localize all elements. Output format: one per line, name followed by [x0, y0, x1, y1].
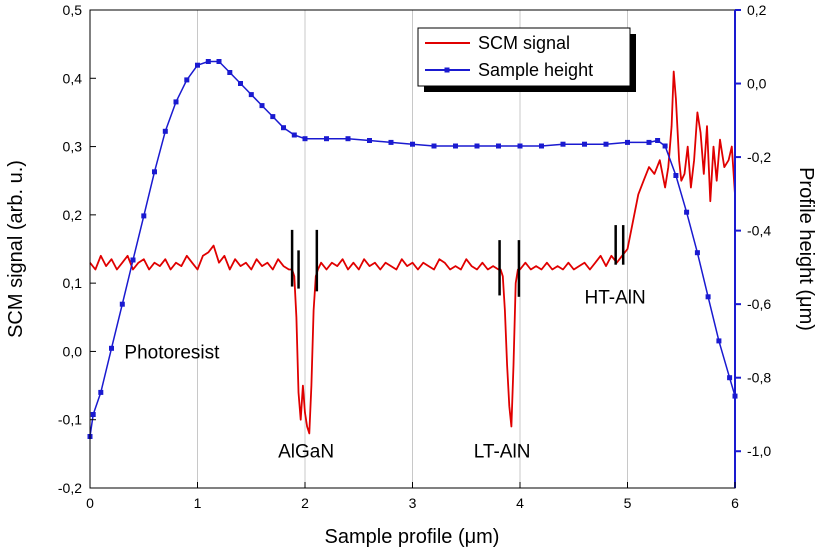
sample-height-point [248, 92, 254, 98]
sample-height-point [216, 59, 222, 64]
y-right-tick-label: -0,6 [747, 296, 771, 312]
sample-height-point [152, 169, 157, 175]
sample-height-point [673, 173, 679, 178]
y-right-axis-ticks: -1,0 -0,8 -0,6 -0,4 -0,2 0,0 0,2 [735, 2, 771, 459]
legend-label-scm: SCM signal [478, 33, 570, 53]
x-tick-label: 5 [624, 495, 632, 511]
y-left-tick-label: 0,4 [63, 70, 83, 86]
sample-height-point [195, 62, 200, 68]
sample-height-point [646, 139, 652, 145]
y-left-axis-ticks: -0,2 -0,1 0,0 0,1 0,2 0,3 0,4 0,5 [58, 2, 96, 496]
sample-height-point [130, 257, 136, 263]
y-left-tick-label: 0,3 [63, 139, 83, 155]
sample-height-point [694, 250, 700, 256]
sample-height-point [582, 141, 587, 147]
sample-height-point [388, 139, 394, 145]
annotation-label: Photoresist [124, 342, 220, 363]
sample-height-point [431, 143, 437, 149]
sample-height-point [453, 143, 458, 149]
y-right-tick-label: -0,2 [747, 149, 771, 165]
sample-height-point [162, 128, 168, 134]
sample-height-point [173, 99, 179, 105]
y-left-axis-title: SCM signal (arb. u.) [5, 160, 27, 338]
y-right-tick-label: 0,2 [747, 2, 767, 18]
sample-height-point [496, 143, 501, 149]
sample-height-point [662, 143, 668, 149]
x-tick-label: 4 [516, 495, 524, 511]
annotations: Photoresist AlGaN LT-AlN HT-AlN [124, 288, 645, 463]
y-left-tick-label: -0,1 [58, 412, 82, 428]
sample-height-point [324, 136, 329, 142]
sample-height-point [603, 141, 609, 147]
sample-height-point [727, 375, 733, 381]
y-left-tick-label: 0,5 [63, 2, 83, 18]
sample-height-point [517, 143, 523, 149]
legend-box [417, 27, 631, 87]
sample-height-point [205, 59, 211, 64]
y-left-tick-label: 0,0 [63, 343, 83, 359]
annotation-label: HT-AlN [585, 288, 646, 309]
sample-height-point [98, 389, 104, 395]
y-right-tick-label: -0,8 [747, 370, 771, 386]
x-axis-ticks: 0 1 2 3 4 5 6 [86, 482, 739, 511]
legend-label-height: Sample height [478, 60, 593, 80]
y-left-tick-label: -0,2 [58, 480, 82, 496]
y-left-tick-label: 0,2 [63, 207, 83, 223]
y-right-tick-label: 0,0 [747, 76, 767, 92]
x-axis-title: Sample profile (μm) [325, 526, 500, 548]
x-tick-label: 2 [301, 495, 309, 511]
plot-series [87, 59, 738, 439]
annotation-label: LT-AlN [474, 441, 531, 462]
y-right-tick-label: -0,4 [747, 223, 771, 239]
y-left-tick-label: 0,1 [63, 275, 83, 291]
sample-height-point [109, 345, 114, 351]
sample-height-point [238, 81, 243, 86]
legend: SCM signal Sample height [417, 27, 636, 92]
x-tick-label: 3 [409, 495, 417, 511]
sample-height-point [716, 338, 722, 344]
sample-height-point [302, 136, 308, 142]
scm-signal-line [89, 70, 736, 435]
sample-height-point [474, 143, 480, 149]
sample-height-point [655, 138, 661, 143]
sample-height-point [367, 138, 372, 143]
sample-height-point [410, 141, 415, 147]
sample-height-point [270, 114, 276, 120]
sample-height-point [281, 125, 286, 131]
sample-height-point [345, 136, 351, 142]
sample-height-point [625, 139, 630, 145]
sample-height-point [184, 77, 190, 83]
sample-height-point [259, 103, 265, 109]
sample-height-point [560, 141, 566, 147]
sample-height-point [539, 143, 544, 149]
interface-markers [290, 225, 625, 297]
sample-height-point [119, 301, 125, 307]
sample-height-point [141, 213, 147, 219]
sample-height-point [227, 70, 233, 75]
y-right-tick-label: -1,0 [747, 443, 771, 459]
x-tick-label: 0 [86, 495, 94, 511]
x-tick-label: 1 [194, 495, 202, 511]
legend-swatch-height-marker [444, 67, 450, 73]
x-tick-label: 6 [731, 495, 739, 511]
y-right-axis-title: Profile height (μm) [795, 167, 817, 331]
sample-height-point [684, 209, 690, 215]
sample-height-point [291, 132, 297, 138]
annotation-label: AlGaN [278, 441, 334, 462]
sample-height-point [90, 412, 96, 417]
sample-height-point [705, 294, 711, 300]
